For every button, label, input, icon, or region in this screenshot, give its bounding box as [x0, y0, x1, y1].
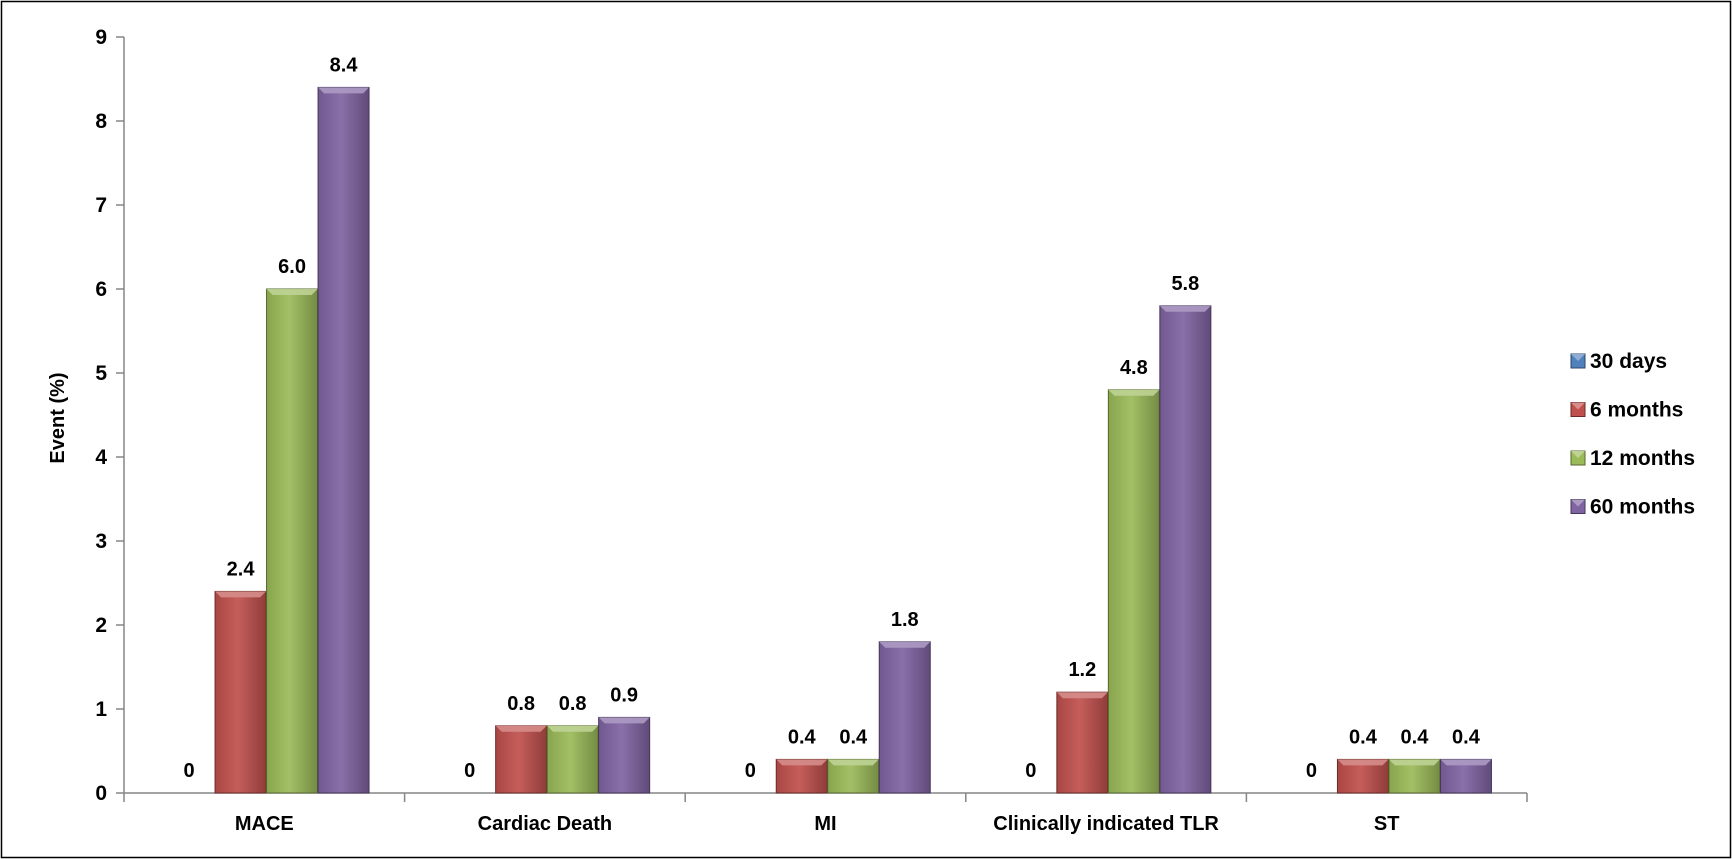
legend-swatch-bevel: [1571, 402, 1585, 410]
legend-swatch-bevel: [1571, 451, 1585, 458]
y-tick-label: 5: [95, 362, 107, 385]
bar-bevel: [776, 759, 828, 766]
bar-bevel: [598, 717, 650, 724]
y-tick-label: 6: [95, 278, 107, 301]
bar-bevel: [266, 289, 318, 295]
legend-swatch-bevel: [1571, 499, 1585, 507]
bar: [214, 590, 267, 794]
bar-bevel: [1337, 759, 1389, 766]
data-label: 0.4: [1349, 726, 1378, 748]
x-category-label: MACE: [235, 813, 294, 835]
bar-bevel: [495, 725, 547, 732]
data-label: 0: [1306, 760, 1317, 782]
data-label: 1.8: [891, 609, 919, 631]
x-category-label: MI: [814, 813, 836, 835]
bar-bevel: [879, 641, 931, 648]
bar-bevel: [827, 759, 879, 766]
data-label: 0.4: [788, 726, 817, 748]
bar: [546, 725, 599, 794]
y-tick-label: 4: [95, 446, 107, 469]
y-axis: 0 1 2 3 4 5 6 7 8 9: [95, 26, 125, 805]
bar-bevel: [1056, 692, 1108, 699]
bar: [878, 641, 931, 794]
data-label: 8.4: [330, 54, 359, 76]
data-label: 1.2: [1068, 659, 1096, 681]
legend-label: 12 months: [1590, 447, 1695, 470]
legend-swatch-bevel: [1571, 354, 1585, 361]
y-tick-label: 8: [95, 110, 107, 133]
data-label: 0.8: [559, 693, 587, 715]
legend-label: 6 months: [1590, 399, 1683, 422]
bar-bevel: [547, 725, 599, 732]
bar-bevel: [1440, 759, 1492, 766]
y-axis-title: Event (%): [47, 372, 69, 463]
y-tick-label: 9: [95, 26, 107, 49]
bar-bevel: [1108, 389, 1160, 396]
data-label: 4.8: [1120, 357, 1148, 379]
legend-label: 60 months: [1590, 496, 1695, 519]
bars: [214, 86, 1492, 794]
bar-bevel: [1159, 305, 1211, 312]
bar: [1107, 389, 1160, 794]
x-category-label: Clinically indicated TLR: [993, 813, 1219, 835]
legend-label: 30 days: [1590, 350, 1667, 373]
data-label: 5.8: [1171, 273, 1199, 295]
bar-bevel: [215, 591, 267, 598]
y-tick-label: 7: [95, 194, 107, 217]
data-label: 0.9: [610, 684, 638, 706]
y-tick-label: 1: [95, 698, 107, 721]
bar: [598, 716, 651, 794]
bar: [1056, 691, 1109, 794]
x-category-label: ST: [1374, 813, 1400, 835]
bar: [266, 288, 319, 794]
legend: 30 days 6 months 12 months 60 months: [1570, 350, 1695, 519]
y-tick-label: 3: [95, 530, 107, 553]
bar: [317, 86, 370, 794]
bar-bevel: [318, 87, 370, 94]
data-label: 0: [183, 760, 194, 782]
bar: [1159, 305, 1212, 794]
data-label: 0.8: [507, 693, 535, 715]
data-label: 0.4: [1452, 726, 1481, 748]
bar: [495, 725, 548, 794]
data-label: 0.4: [839, 726, 868, 748]
data-label: 0: [1025, 760, 1036, 782]
data-labels: 0 2.4 6.0 8.4 0 0.8 0.8 0.9 0 0.4 0.4 1.8 0 1.2 4.8 5.8…: [183, 54, 1480, 782]
data-label: 0: [464, 760, 475, 782]
data-label: 0: [745, 760, 756, 782]
y-tick-label: 2: [95, 614, 107, 637]
y-tick-label: 0: [95, 782, 107, 805]
data-label: 0.4: [1401, 726, 1430, 748]
data-label: 2.4: [227, 558, 256, 580]
data-label: 6.0: [278, 256, 306, 278]
x-category-label: Cardiac Death: [478, 813, 613, 835]
bar-bevel: [1388, 759, 1440, 766]
